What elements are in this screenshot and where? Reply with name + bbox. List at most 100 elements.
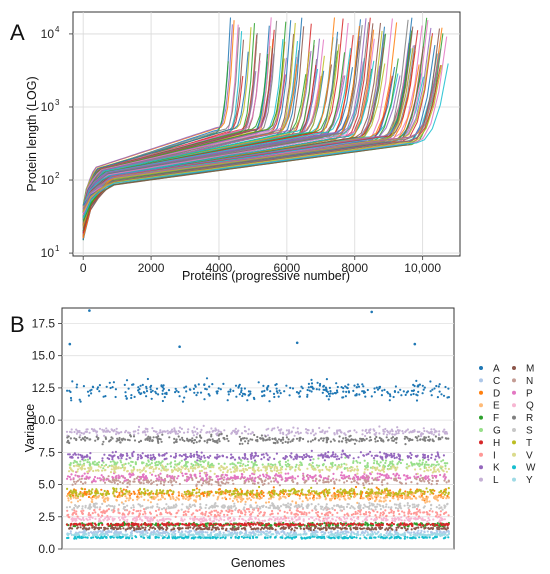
panel-b-point — [313, 519, 316, 522]
panel-b-point — [107, 516, 110, 519]
panel-b-point — [377, 463, 380, 466]
panel-b-point — [220, 481, 224, 484]
panel-b-point — [359, 451, 362, 454]
panel-b-point — [202, 494, 205, 497]
panel-b-point — [279, 474, 282, 477]
panel-b-point — [225, 474, 228, 477]
panel-b-point — [154, 461, 157, 465]
panel-b-point — [189, 497, 192, 500]
panel-b-point — [120, 431, 123, 434]
panel-b-point — [413, 475, 416, 478]
panel-b-point — [290, 530, 293, 533]
panel-b-point — [432, 524, 435, 527]
panel-a-y-tick-label: 10 — [41, 173, 55, 187]
panel-b-point — [123, 383, 126, 386]
panel-b-point — [333, 391, 337, 395]
panel-b-point — [383, 478, 386, 481]
panel-b-point — [285, 384, 288, 387]
panel-b-point — [254, 517, 257, 520]
panel-b-point — [351, 522, 354, 526]
panel-b-point — [265, 523, 268, 526]
panel-b-point — [91, 461, 95, 464]
panel-b-point — [331, 517, 334, 521]
panel-b-point — [283, 390, 286, 393]
panel-b-point — [410, 453, 413, 456]
panel-b-point — [350, 530, 353, 534]
panel-b-point — [287, 459, 290, 462]
panel-b-point — [240, 391, 243, 394]
panel-b-point — [388, 393, 392, 396]
panel-b-point — [430, 465, 433, 468]
panel-b-point — [136, 498, 139, 501]
panel-b-point — [284, 519, 287, 522]
panel-b-point — [147, 459, 150, 462]
panel-b-point — [329, 479, 333, 482]
panel-b-point — [444, 385, 447, 389]
panel-b-point — [124, 391, 127, 394]
panel-b-point — [273, 457, 276, 460]
panel-b-point — [325, 441, 328, 444]
panel-b-point — [216, 456, 219, 459]
panel-b-point — [346, 517, 349, 520]
panel-b-point — [250, 457, 253, 460]
panel-b-point — [198, 434, 202, 437]
panel-b-point — [392, 514, 395, 517]
panel-b-point — [165, 457, 168, 460]
panel-b-point — [308, 497, 312, 500]
panel-b-point — [257, 381, 260, 384]
panel-b-point — [155, 477, 158, 480]
panel-a-y-tick-label: 10 — [41, 100, 55, 114]
panel-b-point — [198, 526, 201, 529]
panel-b-point — [325, 389, 328, 393]
panel-b-point — [327, 456, 331, 459]
panel-b-point — [131, 530, 134, 533]
panel-b-point — [392, 510, 395, 513]
panel-b-point — [170, 481, 173, 484]
panel-b-point — [169, 465, 173, 468]
panel-b-point — [178, 395, 181, 398]
panel-b-point — [185, 495, 188, 498]
panel-b-point — [69, 462, 72, 465]
panel-b-point — [273, 395, 276, 399]
panel-b-point — [367, 476, 370, 479]
panel-b-point — [85, 493, 88, 496]
panel-b-point — [73, 452, 76, 455]
panel-b-point — [226, 477, 229, 480]
panel-b-point — [388, 527, 391, 530]
panel-b-point — [129, 464, 132, 467]
panel-b-point — [375, 523, 378, 526]
panel-b-point — [95, 430, 99, 433]
panel-b-point — [150, 384, 153, 387]
panel-b-point — [427, 478, 431, 481]
panel-b-point — [318, 527, 321, 530]
panel-b-point — [243, 387, 246, 390]
panel-b-point — [233, 429, 236, 432]
panel-b-point — [311, 428, 314, 431]
panel-b-point — [104, 437, 108, 440]
panel-b-point — [75, 497, 78, 500]
panel-b-point — [85, 527, 88, 530]
panel-b-point — [198, 508, 201, 511]
panel-b-point — [395, 456, 398, 459]
panel-b-point — [442, 475, 445, 478]
panel-b-point — [386, 523, 389, 526]
panel-a-series-curve — [82, 60, 375, 206]
panel-b-point — [318, 497, 321, 500]
panel-b-point — [362, 482, 365, 485]
panel-b-point — [293, 513, 296, 516]
panel-b-point — [74, 474, 77, 477]
panel-b-point — [269, 476, 272, 479]
panel-b-point — [185, 385, 188, 388]
panel-b-point — [249, 438, 252, 441]
panel-b-point — [96, 387, 99, 391]
panel-b-point — [259, 477, 262, 481]
panel-b-point — [324, 386, 327, 389]
panel-letter-b: B — [10, 312, 25, 337]
panel-b-point — [295, 527, 299, 530]
panel-b-point — [128, 480, 131, 483]
panel-b-point — [250, 461, 253, 464]
panel-b-point — [108, 457, 111, 461]
panel-b-point — [200, 521, 203, 524]
panel-b-point — [245, 521, 248, 524]
panel-b-point — [193, 391, 196, 394]
